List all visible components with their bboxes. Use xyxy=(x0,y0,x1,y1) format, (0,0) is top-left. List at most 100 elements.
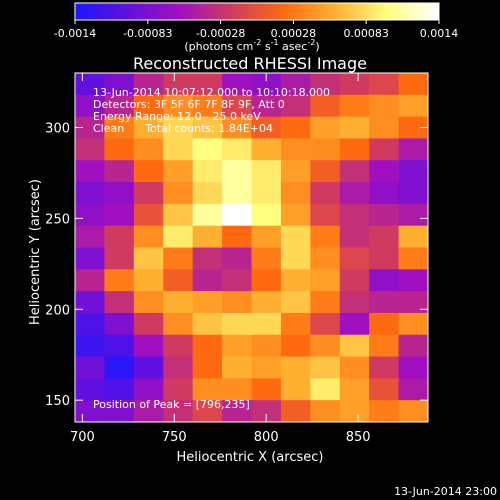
heatmap-cell xyxy=(75,356,106,379)
heatmap-cell xyxy=(339,94,370,118)
heatmap-cell xyxy=(280,225,311,249)
y-tick-label: 250 xyxy=(45,212,70,227)
heatmap-cell xyxy=(104,94,135,118)
heatmap-cell xyxy=(398,73,428,96)
heatmap-cell xyxy=(369,225,400,249)
heatmap-cell xyxy=(104,334,135,358)
heatmap-cell xyxy=(104,247,135,270)
heatmap-cell xyxy=(369,291,400,314)
heatmap-cell xyxy=(104,400,135,422)
colorbar-ticks: -0.0014 -0.00083 -0.00028 0.00028 0.00083 0.0… xyxy=(54,20,458,40)
heatmap-cell xyxy=(222,312,253,336)
heatmap-cell xyxy=(280,203,311,227)
heatmap-cell xyxy=(75,203,106,227)
x-tick-label: 850 xyxy=(346,430,371,445)
heatmap-cell xyxy=(192,356,223,379)
heatmap-cell xyxy=(104,269,135,292)
heatmap-cell xyxy=(222,73,253,96)
heatmap-cell xyxy=(369,378,400,401)
heatmap-cell xyxy=(104,356,135,379)
heatmap xyxy=(75,73,428,422)
heatmap-cell xyxy=(369,269,400,292)
x-axis-ticks: 700 750 800 850 xyxy=(70,73,371,445)
heatmap-cell xyxy=(133,269,164,292)
heatmap-cell xyxy=(280,269,311,292)
heatmap-cell xyxy=(75,182,106,205)
annotation-detectors: Detectors: 3F 5F 6F 7F 8F 9F, Att 0 xyxy=(93,98,285,111)
heatmap-cell xyxy=(398,269,428,292)
heatmap-cell xyxy=(369,73,400,96)
heatmap-cell xyxy=(369,400,400,422)
heatmap-cell xyxy=(310,291,341,314)
heatmap-cell xyxy=(251,116,282,140)
heatmap-cell xyxy=(280,138,311,161)
heatmap-cell xyxy=(104,291,135,314)
heatmap-cell xyxy=(310,356,341,379)
heatmap-cell xyxy=(369,247,400,270)
heatmap-cell xyxy=(104,182,135,205)
heatmap-cell xyxy=(133,94,164,118)
heatmap-cell xyxy=(133,291,164,314)
heatmap-cell xyxy=(192,269,223,292)
heatmap-cell xyxy=(104,225,135,249)
heatmap-cell xyxy=(163,73,194,96)
heatmap-cell xyxy=(398,356,428,379)
heatmap-cell xyxy=(339,138,370,161)
heatmap-cell xyxy=(339,378,370,401)
heatmap-cell xyxy=(133,203,164,227)
heatmap-cell xyxy=(222,225,253,249)
heatmap-cell xyxy=(104,116,135,140)
heatmap-cell xyxy=(133,334,164,358)
heatmap-cell xyxy=(339,225,370,249)
chart-title: Reconstructed RHESSI Image xyxy=(133,54,367,73)
x-tick-label: 700 xyxy=(70,430,95,445)
y-tick-label: 150 xyxy=(45,394,70,409)
heatmap-cell xyxy=(310,225,341,249)
heatmap-cell xyxy=(280,160,311,183)
heatmap-cell xyxy=(310,312,341,336)
heatmap-cell xyxy=(192,203,223,227)
heatmap-cell xyxy=(75,247,106,270)
y-tick-label: 200 xyxy=(45,303,70,318)
heatmap-cell xyxy=(398,312,428,336)
heatmap-cell xyxy=(163,160,194,183)
heatmap-cell xyxy=(369,356,400,379)
heatmap-cell xyxy=(398,225,428,249)
heatmap-cell xyxy=(339,73,370,96)
heatmap-cell xyxy=(398,94,428,118)
colorbar-tick-label: 0.00028 xyxy=(271,27,317,40)
colorbar-tick-label: -0.00028 xyxy=(196,27,245,40)
heatmap-cell xyxy=(163,378,194,401)
heatmap-cell xyxy=(251,291,282,314)
heatmap-cell xyxy=(75,225,106,249)
colorbar-tick-label: 0.0014 xyxy=(420,27,459,40)
y-axis-ticks: 150 200 250 300 xyxy=(45,122,428,409)
heatmap-cell xyxy=(75,334,106,358)
plot-frame xyxy=(74,72,429,423)
heatmap-cell xyxy=(280,400,311,422)
heatmap-cell xyxy=(369,160,400,183)
heatmap-cell xyxy=(280,356,311,379)
heatmap-cell xyxy=(192,73,223,96)
heatmap-cell xyxy=(310,269,341,292)
heatmap-cell xyxy=(339,291,370,314)
heatmap-cell xyxy=(369,203,400,227)
heatmap-cell xyxy=(75,269,106,292)
x-tick-label: 750 xyxy=(162,430,187,445)
heatmap-cell xyxy=(75,378,106,401)
heatmap-cell xyxy=(280,73,311,96)
heatmap-cell xyxy=(251,247,282,270)
heatmap-cell xyxy=(310,400,341,422)
heatmap-cell xyxy=(75,116,106,140)
heatmap-cell xyxy=(192,334,223,358)
heatmap-cell xyxy=(310,247,341,270)
heatmap-cell xyxy=(251,225,282,249)
heatmap-cell xyxy=(192,247,223,270)
heatmap-cell xyxy=(310,116,341,140)
heatmap-cell xyxy=(280,182,311,205)
heatmap-cell xyxy=(163,225,194,249)
heatmap-cell xyxy=(222,160,253,183)
heatmap-cell xyxy=(398,182,428,205)
heatmap-cell xyxy=(339,334,370,358)
